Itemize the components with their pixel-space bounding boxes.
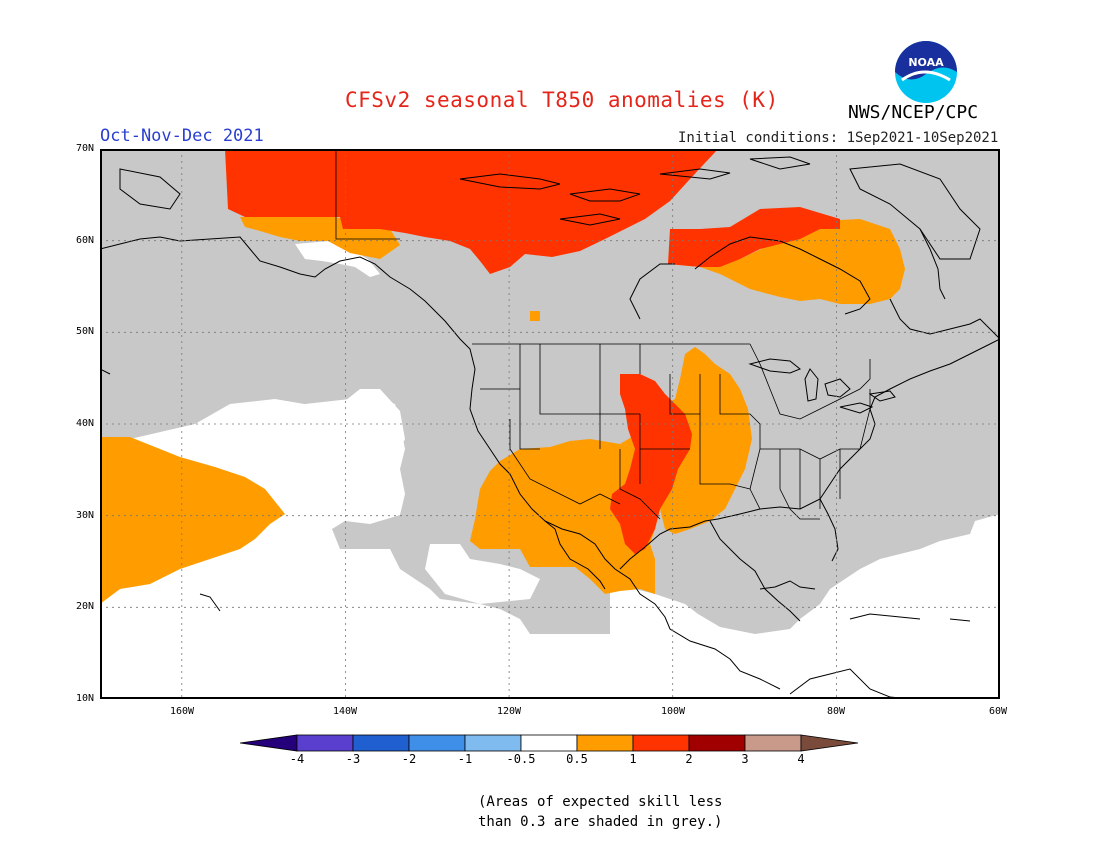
lon-label: 160W <box>169 706 195 717</box>
colorbar-label: -4 <box>289 752 305 766</box>
colorbar-bin <box>576 734 634 752</box>
lon-label: 60W <box>988 706 1008 717</box>
political-boundaries <box>335 149 871 520</box>
colorbar-label: -1 <box>457 752 473 766</box>
skill-note-line-1: (Areas of expected skill less <box>478 794 723 810</box>
colorbar-arrow-low <box>240 734 298 752</box>
colorbar-label: 2 <box>685 752 693 766</box>
colorbar-bin <box>520 734 578 752</box>
skill-note: (Areas of expected skill less than 0.3 a… <box>478 792 722 832</box>
lat-label: 20N <box>75 601 94 612</box>
lon-label: 80W <box>826 706 846 717</box>
lat-label: 30N <box>75 510 94 521</box>
season-period: Oct-Nov-Dec 2021 <box>100 126 264 146</box>
colorbar-bin <box>744 734 802 752</box>
colorbar-label: -2 <box>401 752 417 766</box>
colorbar-label: -0.5 <box>506 752 536 766</box>
near-normal-east-pacific <box>425 544 540 604</box>
anomaly-map <box>100 149 1000 699</box>
map-frame <box>100 149 1000 699</box>
lon-label: 140W <box>332 706 358 717</box>
colorbar-label: 3 <box>741 752 749 766</box>
colorbar-bin <box>464 734 522 752</box>
lon-label: 120W <box>496 706 522 717</box>
lat-label: 70N <box>75 143 94 154</box>
coastline <box>100 228 1000 699</box>
lon-label: 100W <box>660 706 686 717</box>
lat-label: 50N <box>75 326 94 337</box>
colorbar-bin <box>632 734 690 752</box>
noaa-logo-text: NOAA <box>908 56 944 69</box>
great-lakes <box>748 358 896 414</box>
lat-label: 40N <box>75 418 94 429</box>
lat-label: 10N <box>75 693 94 704</box>
colorbar-label: 4 <box>797 752 805 766</box>
colorbar-bin <box>352 734 410 752</box>
graticule <box>100 149 1000 699</box>
lat-label: 60N <box>75 235 94 246</box>
colorbar <box>240 734 859 752</box>
colorbar-label: -3 <box>345 752 361 766</box>
colorbar-bin <box>688 734 746 752</box>
initial-conditions: Initial conditions: 1Sep2021-10Sep2021 <box>678 130 999 146</box>
noaa-logo: NOAA <box>895 41 957 103</box>
arctic-islands <box>119 156 981 260</box>
near-normal-alaska-coast <box>295 241 380 277</box>
colorbar-label: 0.5 <box>566 752 588 766</box>
positive-anomaly-1-2 <box>225 149 840 554</box>
colorbar-label: 1 <box>629 752 637 766</box>
colorbar-bin <box>408 734 466 752</box>
colorbar-arrow-high <box>800 734 859 752</box>
map-title: CFSv2 seasonal T850 anomalies (K) <box>345 88 779 112</box>
colorbar-bin <box>296 734 354 752</box>
skill-note-line-2: than 0.3 are shaded in grey.) <box>478 814 723 830</box>
agency-label: NWS/NCEP/CPC <box>848 102 979 123</box>
